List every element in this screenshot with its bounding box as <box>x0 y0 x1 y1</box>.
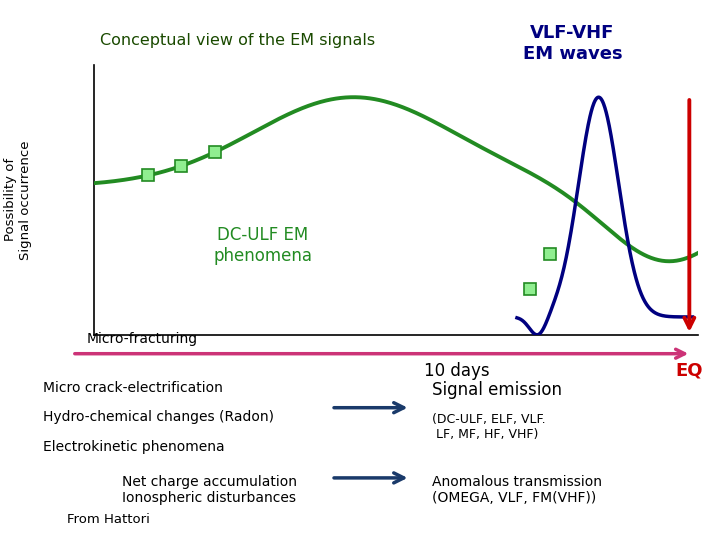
Text: 10 days: 10 days <box>423 362 490 380</box>
Text: DC-ULF EM
phenomena: DC-ULF EM phenomena <box>213 226 312 265</box>
Text: Hydro-chemical changes (Radon): Hydro-chemical changes (Radon) <box>43 410 274 424</box>
Text: Electrokinetic phenomena: Electrokinetic phenomena <box>43 440 225 454</box>
Text: Anomalous transmission
(OMEGA, VLF, FM(VHF)): Anomalous transmission (OMEGA, VLF, FM(V… <box>432 475 602 505</box>
Text: From Hattori: From Hattori <box>66 513 150 526</box>
Text: (DC-ULF, ELF, VLF.
 LF, MF, HF, VHF): (DC-ULF, ELF, VLF. LF, MF, HF, VHF) <box>432 413 546 441</box>
Text: Signal emission: Signal emission <box>432 381 562 399</box>
Text: Micro-fracturing: Micro-fracturing <box>86 332 197 346</box>
Text: Micro crack-electrification: Micro crack-electrification <box>43 381 223 395</box>
Text: Net charge accumulation
Ionospheric disturbances: Net charge accumulation Ionospheric dist… <box>122 475 297 505</box>
Text: EQ: EQ <box>675 362 703 380</box>
Text: Possibility of
Signal occurrence: Possibility of Signal occurrence <box>4 140 32 260</box>
Text: Conceptual view of the EM signals: Conceptual view of the EM signals <box>100 33 375 48</box>
Text: VLF-VHF
EM waves: VLF-VHF EM waves <box>523 24 622 63</box>
